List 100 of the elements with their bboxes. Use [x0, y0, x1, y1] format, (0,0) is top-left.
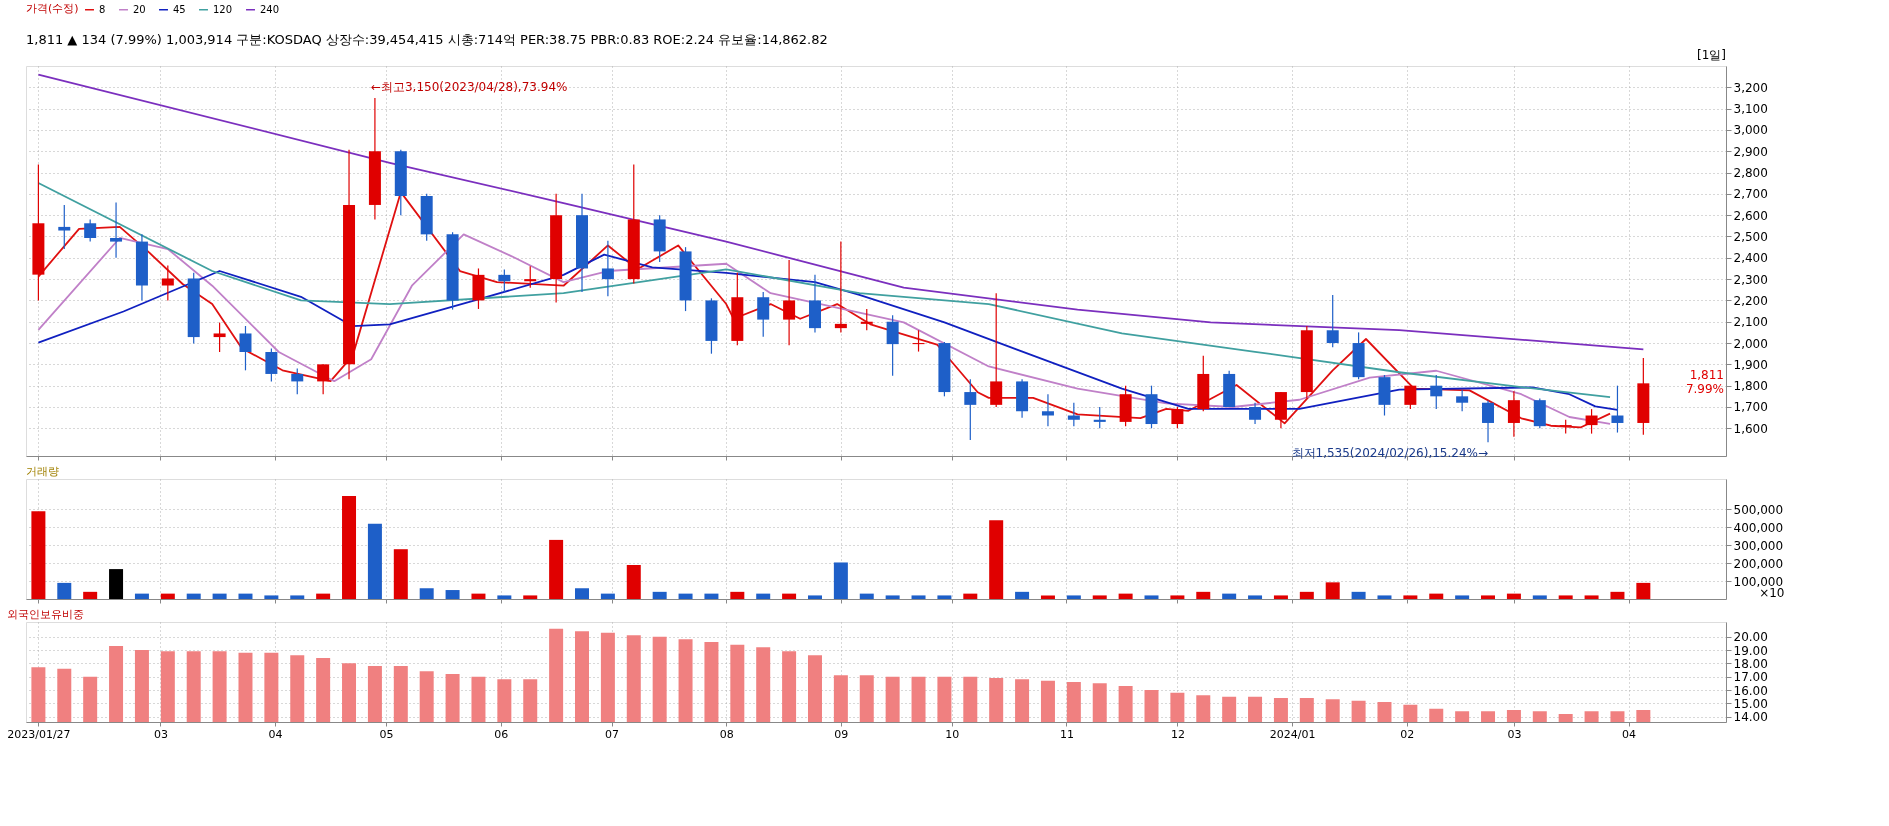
candlestick: [213, 321, 226, 353]
candlestick: [498, 268, 511, 293]
bar: [83, 591, 98, 599]
bar: [212, 593, 227, 599]
bar: [575, 588, 590, 599]
bar: [471, 593, 486, 599]
bar: [1455, 595, 1470, 599]
bar: [316, 593, 331, 599]
bar: [445, 590, 460, 599]
bar: [1040, 595, 1055, 599]
y-tick-label: 3,200: [1733, 80, 1768, 95]
x-tick-label: 2023/01/27: [7, 727, 71, 741]
legend-label: 240: [260, 3, 280, 15]
y-tick-label: 2,700: [1733, 187, 1768, 202]
annotation: 최저1,535(2024/02/26),15.24%→: [1291, 446, 1489, 461]
candlestick: [783, 259, 796, 346]
x-tick-label: 12: [1170, 727, 1185, 741]
bar: [497, 595, 512, 599]
y-tick-label: 1,600: [1733, 421, 1768, 436]
bar: [1118, 593, 1133, 599]
candlestick: [161, 264, 174, 302]
candlestick: [1430, 374, 1443, 410]
x-tick-label: 11: [1059, 727, 1074, 741]
bar: [1015, 591, 1030, 599]
bar: [963, 593, 978, 599]
bar: [1429, 593, 1444, 599]
candlestick: [1249, 402, 1262, 425]
x-tick-label: 2024/01: [1269, 727, 1316, 741]
y-tick-label: 2,600: [1733, 208, 1768, 223]
y-tick-label: 1,700: [1733, 400, 1768, 415]
y-tick-label: 17.00: [1733, 670, 1768, 685]
x-tick-label: 06: [494, 727, 509, 741]
bar: [1325, 582, 1340, 599]
line-series: [37, 73, 1645, 351]
bar: [859, 593, 874, 599]
bar: [549, 539, 564, 599]
candlestick: [239, 325, 252, 371]
y-tick-label: 15.00: [1733, 696, 1768, 711]
bar: [1066, 595, 1081, 599]
candlestick: [1093, 406, 1106, 429]
x-tick-label: 10: [945, 727, 960, 741]
chart-title: 1,811 ▲ 134 (7.99%) 1,003,914 구분:KOSDAQ 상장수:39,454,415 시총:714억 PER:38.75 PBR:0.83 ROE:2.24 유보율:14,862.82: [26, 32, 828, 47]
x-tick-label: 09: [834, 727, 849, 741]
bar: [1248, 595, 1263, 599]
candlestick: [1326, 294, 1339, 348]
bar: [833, 562, 848, 599]
bar: [989, 520, 1004, 599]
line-series: [37, 182, 1611, 399]
bar: [1351, 591, 1366, 599]
candlestick: [912, 329, 925, 353]
bar: [1273, 595, 1288, 599]
annotation: ←최고3,150(2023/04/28),73.94%: [370, 79, 568, 94]
legend-label: 20: [133, 3, 146, 15]
line-series: [37, 253, 1619, 411]
bar: [57, 582, 72, 599]
candlestick: [1507, 390, 1520, 438]
candlestick: [757, 291, 770, 338]
candlestick: [265, 347, 278, 383]
bar: [678, 593, 693, 599]
y-tick-label: 3,100: [1733, 102, 1768, 117]
candlestick: [58, 204, 71, 250]
y-tick-label: 2,900: [1733, 144, 1768, 159]
bar: [109, 569, 124, 599]
bar: [1144, 595, 1159, 599]
x-tick-label: 07: [605, 727, 620, 741]
bar: [1403, 595, 1418, 599]
y-tick-label: 16.00: [1733, 683, 1768, 698]
y-tick-label: 20.00: [1733, 630, 1768, 645]
bar: [31, 511, 46, 599]
candlestick: [886, 314, 899, 377]
candlestick: [1067, 402, 1080, 427]
y-tick-label: 2,300: [1733, 272, 1768, 287]
bar: [419, 588, 434, 599]
candlestick: [1041, 393, 1054, 427]
bar: [652, 591, 667, 599]
x-tick-label: 03: [153, 727, 168, 741]
bar: [342, 496, 357, 599]
bar: [264, 595, 279, 599]
y-tick-label: 2,500: [1733, 229, 1768, 244]
bar: [704, 593, 719, 599]
bar: [134, 593, 149, 599]
bar: [911, 595, 926, 599]
candlestick: [834, 241, 847, 333]
y-tick-label: 18.00: [1733, 656, 1768, 671]
y-tick-label: 2,200: [1733, 293, 1768, 308]
bar: [807, 595, 822, 599]
x-tick-label: 04: [1622, 727, 1637, 741]
candlestick: [524, 265, 537, 289]
legend-label: 45: [173, 3, 186, 15]
candlestick: [1482, 399, 1495, 443]
candlestick: [84, 218, 97, 243]
bar: [600, 593, 615, 599]
legend-title: 가격(수정): [26, 2, 79, 15]
y-tick-label: 1,800: [1733, 379, 1768, 394]
bar: [1558, 595, 1573, 599]
y-tick-label: 1,900: [1733, 357, 1768, 372]
y-tick-label: 19.00: [1733, 643, 1768, 658]
x-tick-label: 04: [268, 727, 283, 741]
candlestick: [110, 201, 123, 259]
candlestick: [317, 363, 330, 395]
